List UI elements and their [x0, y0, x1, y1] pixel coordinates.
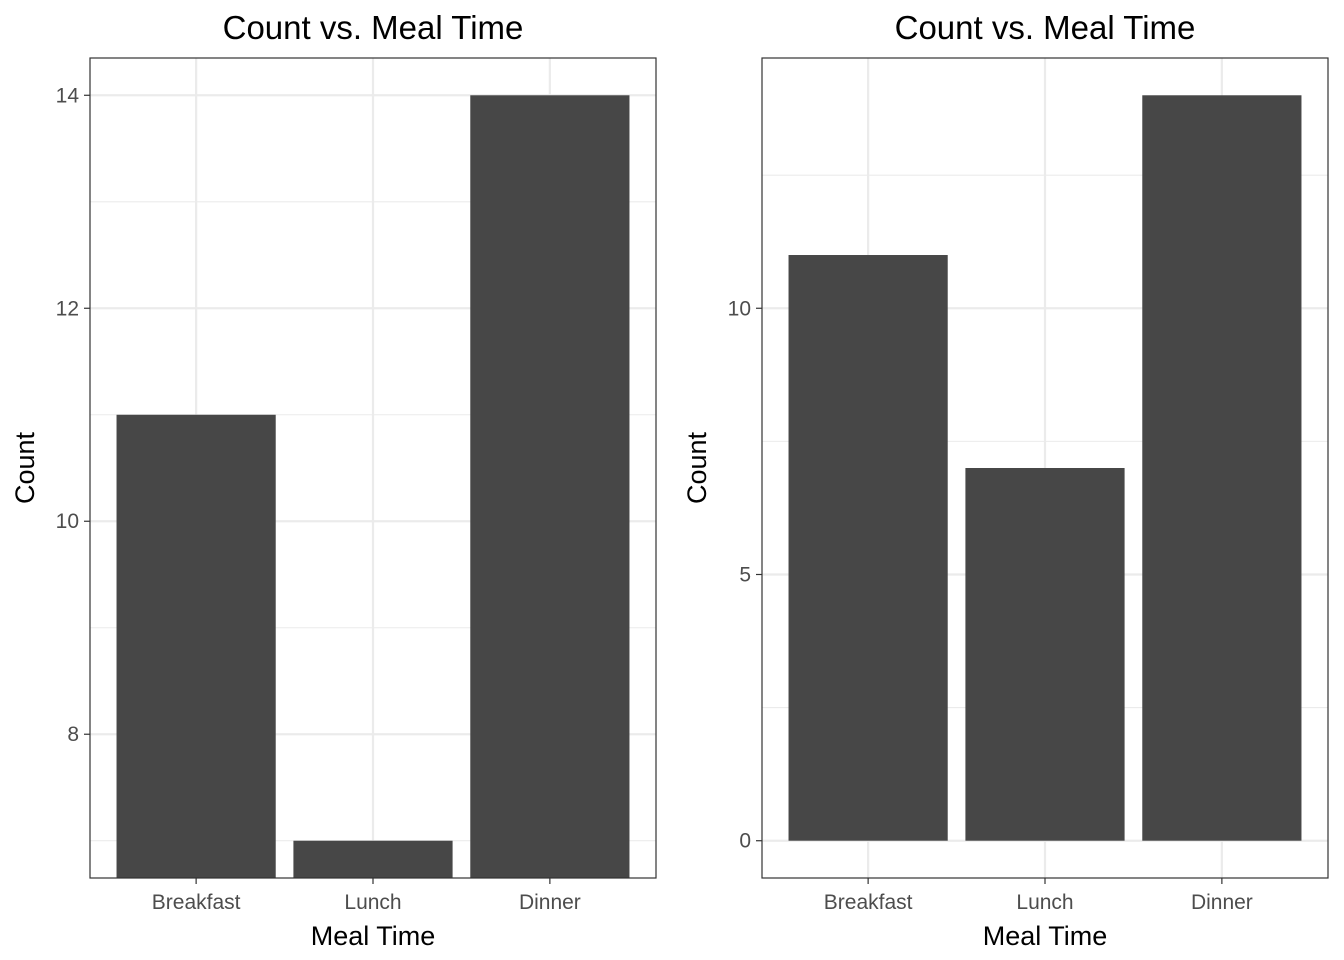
- x-tick-label-breakfast: Breakfast: [824, 891, 913, 914]
- bar-dinner: [1142, 95, 1302, 841]
- chart-panel-1: 8 10 12 14 Breakfast Lunch Dinner Count vs. Mea…: [10, 9, 657, 951]
- y-tick-label: 14: [56, 84, 80, 107]
- bar-breakfast: [788, 255, 948, 841]
- x-tick-label-dinner: Dinner: [519, 891, 581, 914]
- bar-lunch: [293, 840, 453, 878]
- y-tick-label: 8: [67, 723, 79, 746]
- x-tick-label-dinner: Dinner: [1191, 891, 1253, 914]
- y-tick-label: 10: [728, 297, 751, 320]
- bar-lunch: [965, 468, 1125, 841]
- x-tick-label-breakfast: Breakfast: [152, 891, 241, 914]
- chart-title: Count vs. Meal Time: [223, 9, 524, 46]
- y-axis-title: Count: [10, 431, 40, 504]
- chart-title: Count vs. Meal Time: [895, 9, 1196, 46]
- x-tick-label-lunch: Lunch: [344, 891, 401, 914]
- x-axis-title: Meal Time: [983, 921, 1108, 951]
- bar-dinner: [470, 95, 630, 879]
- bar-breakfast: [116, 414, 276, 878]
- x-axis-title: Meal Time: [311, 921, 436, 951]
- y-tick-label: 0: [739, 830, 751, 853]
- y-tick-label: 12: [56, 297, 79, 320]
- y-tick-label: 10: [56, 510, 79, 533]
- y-tick-label: 5: [739, 563, 751, 586]
- chart-panel-2: 0 5 10 Breakfast Lunch Dinner Count vs. Meal T…: [682, 9, 1329, 951]
- x-tick-label-lunch: Lunch: [1016, 891, 1073, 914]
- y-axis-title: Count: [682, 431, 712, 504]
